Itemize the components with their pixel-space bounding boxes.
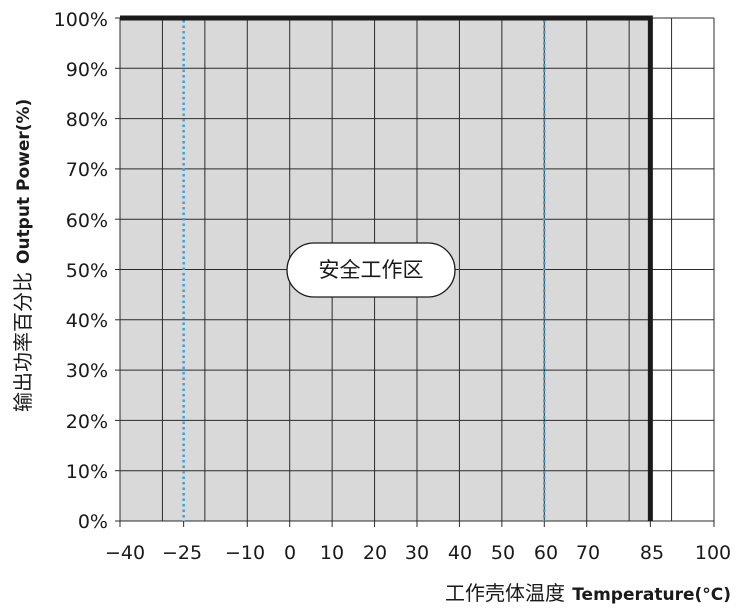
x-axis-title-en: Temperature(°C) [572,585,731,605]
y-tick-label: 80% [66,109,108,131]
y-tick-label: 90% [66,59,108,81]
power-boundary-line [120,15,653,521]
y-tick-label: 100% [54,9,108,31]
x-tick-label: 85 [640,542,664,564]
safe-zone-callout: 安全工作区 [286,242,456,298]
x-tick-label: 60 [534,542,558,564]
x-tick-label: −40 [105,542,145,564]
x-tick-label: 0 [284,542,296,564]
y-tick-label: 70% [66,159,108,181]
y-axis-ticks [115,17,120,522]
y-tick-label: 10% [66,461,108,483]
y-axis-title-cn: 输出功率百分比 [11,272,35,412]
x-tick-label: 70 [576,542,600,564]
x-tick-label: 40 [448,542,472,564]
y-tick-label: 40% [66,310,108,332]
temperature-markers [182,20,546,521]
x-tick-label: 20 [363,542,387,564]
x-tick-label: 50 [491,542,515,564]
x-tick-label: 30 [405,542,429,564]
y-tick-label: 20% [66,411,108,433]
y-tick-label: 0% [78,511,108,533]
safe-zone-label: 安全工作区 [319,258,424,282]
y-axis-title: 输出功率百分比 Output Power(%) [11,99,35,412]
x-axis-title-cn: 工作壳体温度 [445,581,565,605]
y-tick-label: 30% [66,360,108,382]
x-axis-ticks [119,521,715,527]
y-tick-label: 50% [66,260,108,282]
x-tick-label: 100 [695,542,731,564]
x-tick-label: 10 [320,542,344,564]
x-tick-label: −25 [162,542,202,564]
y-axis-title-en: Output Power(%) [14,99,34,264]
x-tick-label: −10 [225,542,265,564]
safe-zone-label-box [286,242,456,298]
y-tick-label: 60% [66,210,108,232]
